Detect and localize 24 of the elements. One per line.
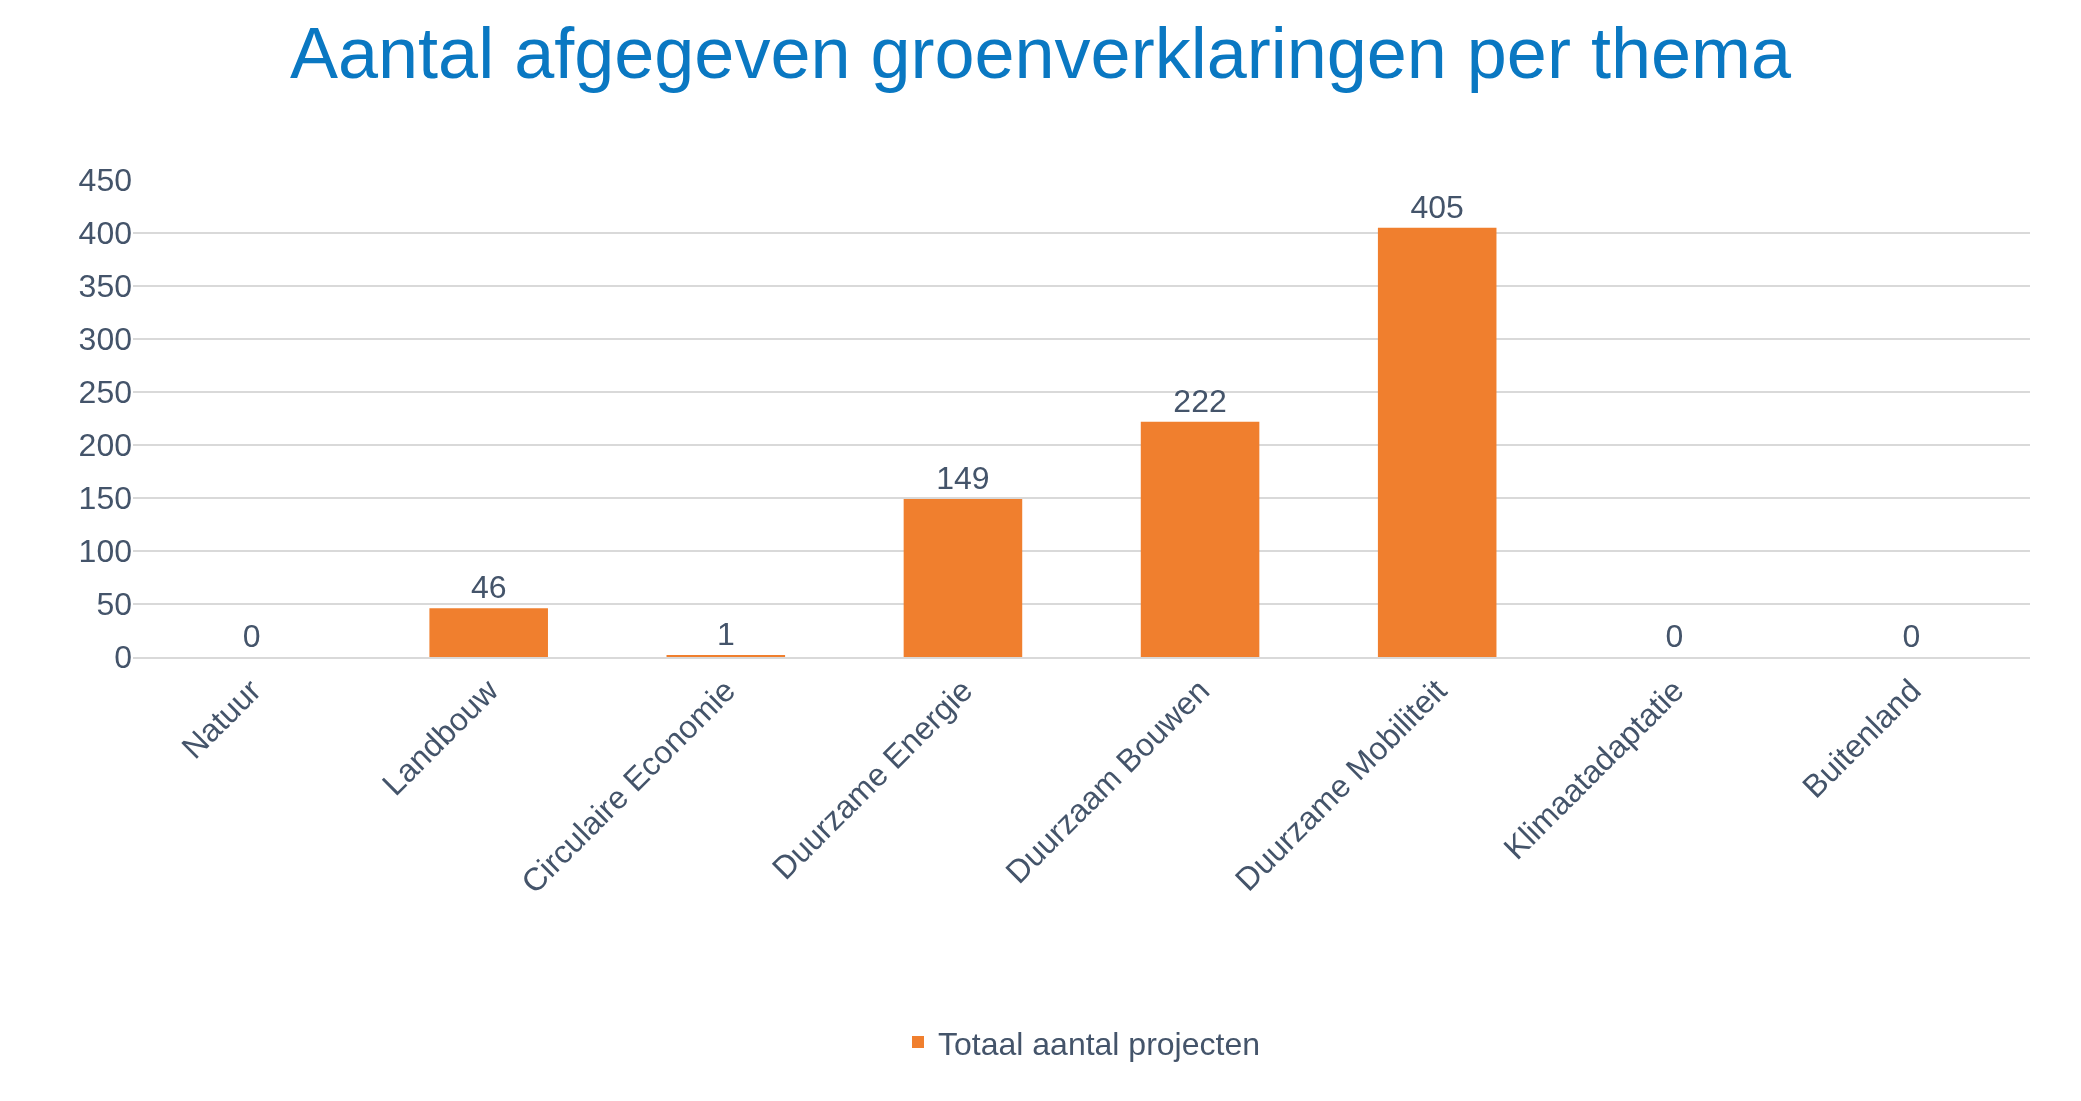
data-label: 0 — [1902, 618, 1921, 654]
data-label: 0 — [242, 618, 261, 654]
chart-title: Aantal afgegeven groenverklaringen per thema — [290, 12, 1792, 93]
data-label: 405 — [1410, 188, 1464, 225]
y-tick-label: 50 — [96, 586, 132, 623]
y-tick-label: 100 — [78, 533, 132, 570]
legend-label: Totaal aantal projecten — [938, 1025, 1260, 1062]
data-label: 0 — [1665, 618, 1684, 654]
y-tick-label: 450 — [78, 162, 132, 199]
bar — [1377, 227, 1497, 657]
y-tick-label: 200 — [78, 427, 132, 464]
y-tick-label: 250 — [78, 374, 132, 411]
y-tick-label: 300 — [78, 321, 132, 358]
y-tick-label: 350 — [78, 268, 132, 305]
data-label: 149 — [936, 460, 990, 497]
bar — [429, 608, 548, 657]
y-tick-label: 0 — [114, 639, 132, 676]
y-tick-label: 150 — [78, 480, 132, 517]
bar — [903, 499, 1023, 657]
data-label: 222 — [1173, 382, 1227, 419]
data-label: 1 — [716, 616, 735, 652]
data-label: 46 — [470, 569, 507, 606]
bar — [1140, 421, 1260, 657]
y-tick-label: 400 — [78, 215, 132, 252]
